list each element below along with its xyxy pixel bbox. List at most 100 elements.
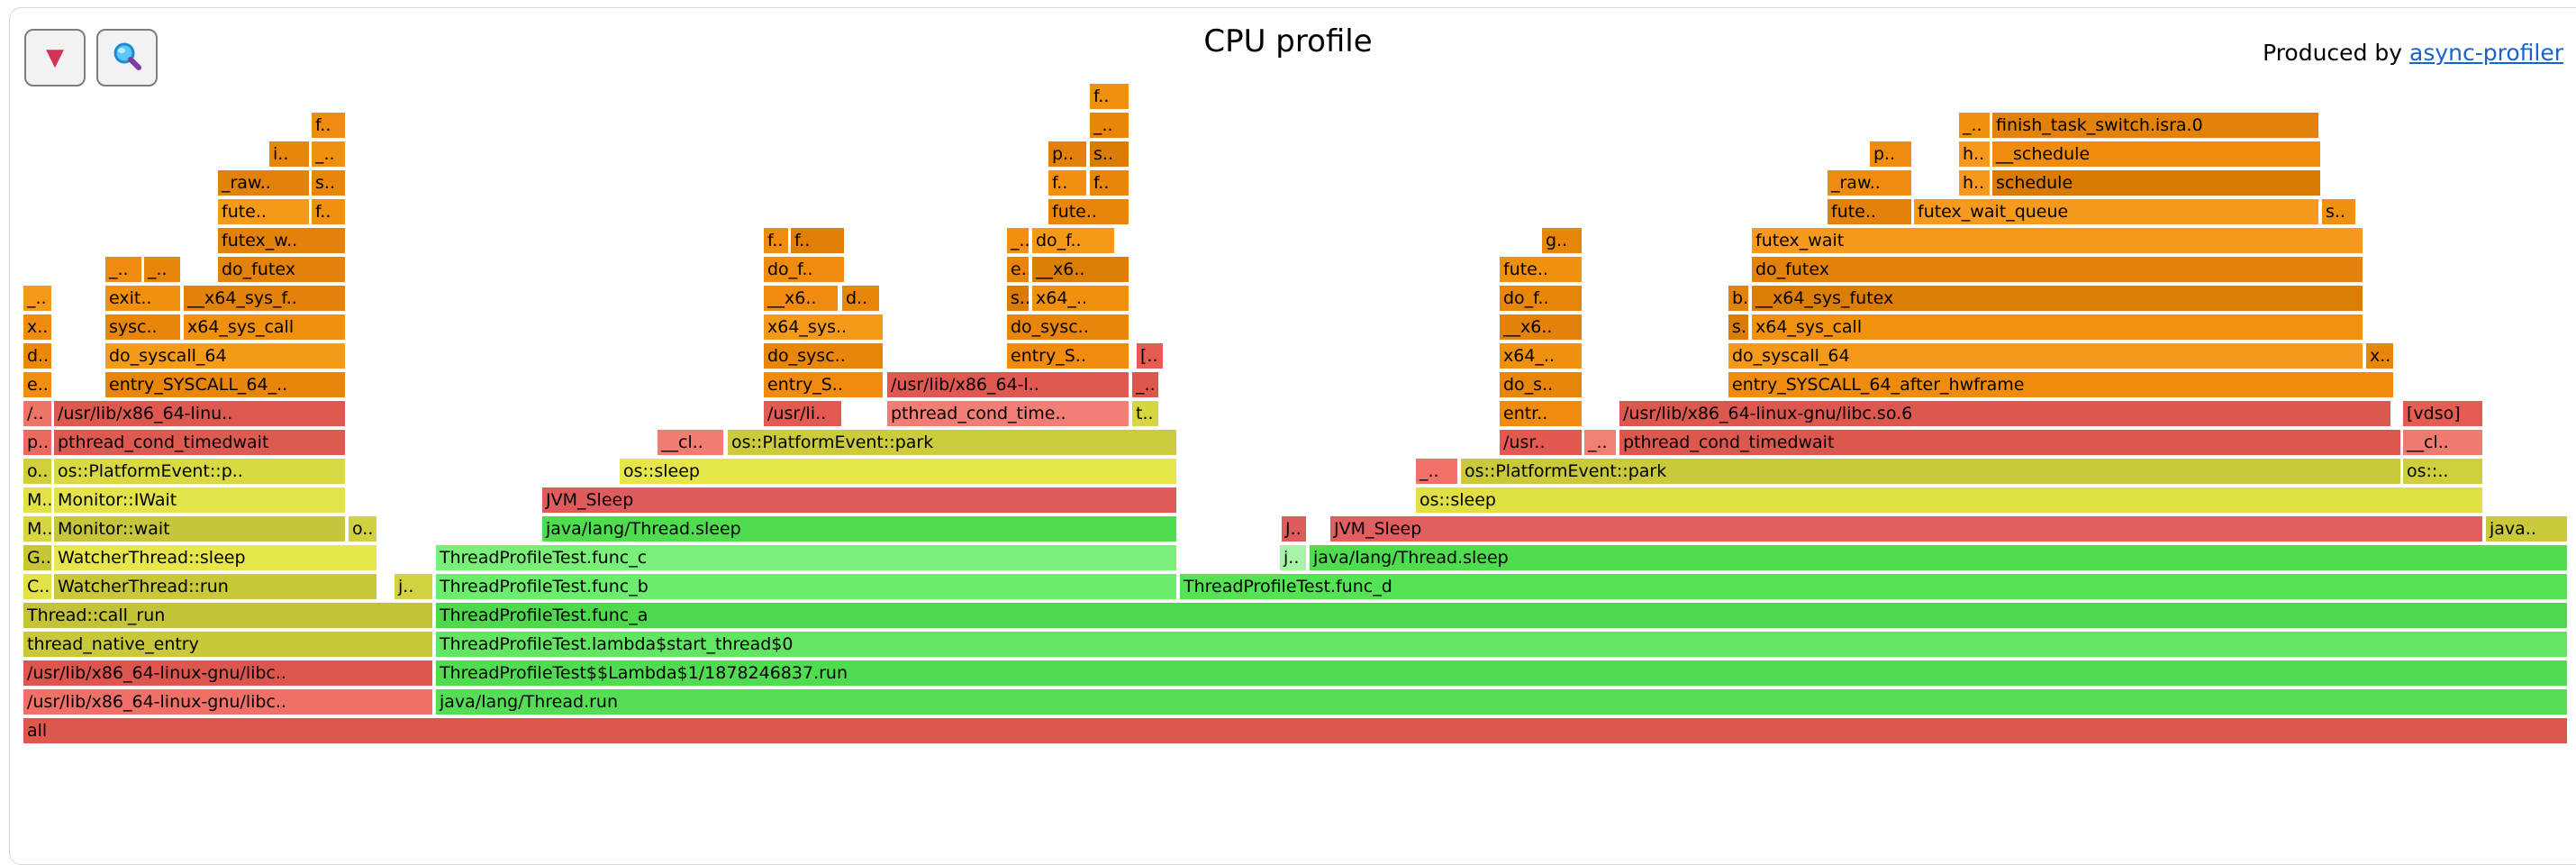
- flame-frame[interactable]: p..: [23, 430, 51, 455]
- flame-frame[interactable]: entr..: [1500, 401, 1582, 426]
- flame-frame[interactable]: _..: [1416, 459, 1457, 484]
- flame-frame[interactable]: ThreadProfileTest.lambda$start_thread$0: [436, 632, 2567, 657]
- flame-frame[interactable]: _raw..: [218, 170, 309, 196]
- flame-frame[interactable]: _..: [1090, 113, 1129, 138]
- flame-frame[interactable]: x64_..: [1032, 286, 1129, 311]
- flame-frame[interactable]: all: [23, 718, 2567, 743]
- flame-frame[interactable]: x64_sys_call: [184, 314, 345, 340]
- flame-frame[interactable]: h..: [1959, 170, 1990, 196]
- flame-frame[interactable]: /usr/lib/x86_64-linux-gnu/libc.so.6: [1619, 401, 2390, 426]
- flame-frame[interactable]: do_f..: [1500, 286, 1582, 311]
- flame-frame[interactable]: os::sleep: [1416, 487, 2482, 513]
- flame-frame[interactable]: C..: [23, 574, 51, 599]
- flame-frame[interactable]: ThreadProfileTest.func_d: [1180, 574, 2567, 599]
- flame-frame[interactable]: i..: [269, 141, 309, 167]
- flame-frame[interactable]: _..: [1132, 372, 1158, 397]
- flame-frame[interactable]: M..: [23, 516, 51, 542]
- flame-frame[interactable]: /usr/lib/x86_64-l..: [887, 372, 1129, 397]
- flame-frame[interactable]: p..: [1870, 141, 1911, 167]
- flame-frame[interactable]: f..: [1090, 170, 1129, 196]
- flame-frame[interactable]: __x6..: [1032, 257, 1129, 282]
- flame-frame[interactable]: f..: [764, 228, 788, 253]
- flame-frame[interactable]: [vdso]: [2403, 401, 2482, 426]
- flame-frame[interactable]: pthread_cond_timedwait: [1619, 430, 2400, 455]
- flame-frame[interactable]: G..: [23, 545, 51, 570]
- flame-frame[interactable]: _..: [105, 257, 141, 282]
- flame-frame[interactable]: java/lang/Thread.sleep: [542, 516, 1176, 542]
- flame-frame[interactable]: do_f..: [1032, 228, 1114, 253]
- flame-frame[interactable]: fute..: [1048, 199, 1129, 224]
- flame-frame[interactable]: J..: [1282, 516, 1306, 542]
- flame-frame[interactable]: d..: [23, 343, 51, 369]
- flame-frame[interactable]: WatcherThread::run: [54, 574, 376, 599]
- flame-frame[interactable]: sysc..: [105, 314, 180, 340]
- flame-frame[interactable]: ThreadProfileTest.func_a: [436, 603, 2567, 628]
- flame-frame[interactable]: /..: [23, 401, 51, 426]
- flame-frame[interactable]: __schedule: [1992, 141, 2320, 167]
- flame-frame[interactable]: s..: [2322, 199, 2355, 224]
- flame-frame[interactable]: pthread_cond_time..: [887, 401, 1129, 426]
- flame-frame[interactable]: __x64_sys_f..: [184, 286, 345, 311]
- flame-frame[interactable]: _..: [144, 257, 180, 282]
- flame-frame[interactable]: futex_wait_queue: [1914, 199, 2318, 224]
- flame-frame[interactable]: _..: [1007, 228, 1029, 253]
- flame-frame[interactable]: _..: [1584, 430, 1616, 455]
- flame-frame[interactable]: java..: [2486, 516, 2567, 542]
- flame-frame[interactable]: j..: [395, 574, 432, 599]
- flame-frame[interactable]: do_futex: [218, 257, 345, 282]
- flame-frame[interactable]: do_syscall_64: [105, 343, 345, 369]
- flame-frame[interactable]: java/lang/Thread.sleep: [1310, 545, 2567, 570]
- flame-frame[interactable]: /usr/li..: [764, 401, 841, 426]
- flame-frame[interactable]: fute..: [1500, 257, 1582, 282]
- flame-frame[interactable]: schedule: [1992, 170, 2320, 196]
- flame-frame[interactable]: do_syscall_64: [1728, 343, 2363, 369]
- flame-frame[interactable]: x..: [2366, 343, 2393, 369]
- flame-frame[interactable]: pthread_cond_timedwait: [54, 430, 345, 455]
- flame-frame[interactable]: e..: [23, 372, 51, 397]
- flame-frame[interactable]: entry_SYSCALL_64_after_hwframe: [1728, 372, 2393, 397]
- flame-frame[interactable]: entry_S..: [1007, 343, 1129, 369]
- flame-frame[interactable]: _..: [312, 141, 345, 167]
- flame-frame[interactable]: d..: [842, 286, 879, 311]
- flame-frame[interactable]: JVM_Sleep: [542, 487, 1176, 513]
- flame-frame[interactable]: do_sysc..: [764, 343, 883, 369]
- flame-frame[interactable]: do_f..: [764, 257, 844, 282]
- flame-frame[interactable]: fute..: [1828, 199, 1911, 224]
- flame-frame[interactable]: e..: [1007, 257, 1029, 282]
- flame-frame[interactable]: _raw..: [1828, 170, 1911, 196]
- flame-frame[interactable]: j..: [1280, 545, 1306, 570]
- async-profiler-link[interactable]: async-profiler: [2409, 40, 2563, 66]
- flame-frame[interactable]: os::PlatformEvent::park: [1461, 459, 2400, 484]
- flame-frame[interactable]: g..: [1542, 228, 1582, 253]
- flame-frame[interactable]: WatcherThread::sleep: [54, 545, 376, 570]
- flame-frame[interactable]: f..: [1048, 170, 1086, 196]
- flame-frame[interactable]: f..: [312, 199, 345, 224]
- flame-frame[interactable]: s..: [1728, 314, 1748, 340]
- flame-frame[interactable]: do_s..: [1500, 372, 1582, 397]
- flame-frame[interactable]: /usr/lib/x86_64-linux-gnu/libc..: [23, 660, 432, 686]
- flame-frame[interactable]: __x64_sys_futex: [1752, 286, 2363, 311]
- flame-frame[interactable]: ThreadProfileTest.func_c: [436, 545, 1176, 570]
- flame-frame[interactable]: x64_sys..: [764, 314, 883, 340]
- flame-frame[interactable]: do_futex: [1752, 257, 2363, 282]
- flame-frame[interactable]: h..: [1959, 141, 1990, 167]
- flame-frame[interactable]: __cl..: [2403, 430, 2482, 455]
- flame-frame[interactable]: __x6..: [1500, 314, 1582, 340]
- flame-frame[interactable]: os::sleep: [620, 459, 1176, 484]
- flame-frame[interactable]: f..: [312, 113, 345, 138]
- flame-frame[interactable]: fute..: [218, 199, 309, 224]
- flame-frame[interactable]: f..: [1090, 84, 1129, 109]
- flame-frame[interactable]: /usr/lib/x86_64-linu..: [54, 401, 345, 426]
- flame-frame[interactable]: _..: [1959, 113, 1990, 138]
- flame-frame[interactable]: t..: [1132, 401, 1158, 426]
- flame-frame[interactable]: Monitor::wait: [54, 516, 345, 542]
- flame-frame[interactable]: ThreadProfileTest.func_b: [436, 574, 1176, 599]
- flame-frame[interactable]: s..: [312, 170, 345, 196]
- flame-frame[interactable]: futex_w..: [218, 228, 345, 253]
- reverse-button[interactable]: ▼: [24, 29, 86, 86]
- flame-frame[interactable]: b..: [1728, 286, 1748, 311]
- flame-frame[interactable]: [..: [1137, 343, 1163, 369]
- flame-frame[interactable]: M..: [23, 487, 51, 513]
- flame-frame[interactable]: /usr..: [1500, 430, 1582, 455]
- flame-frame[interactable]: exit..: [105, 286, 180, 311]
